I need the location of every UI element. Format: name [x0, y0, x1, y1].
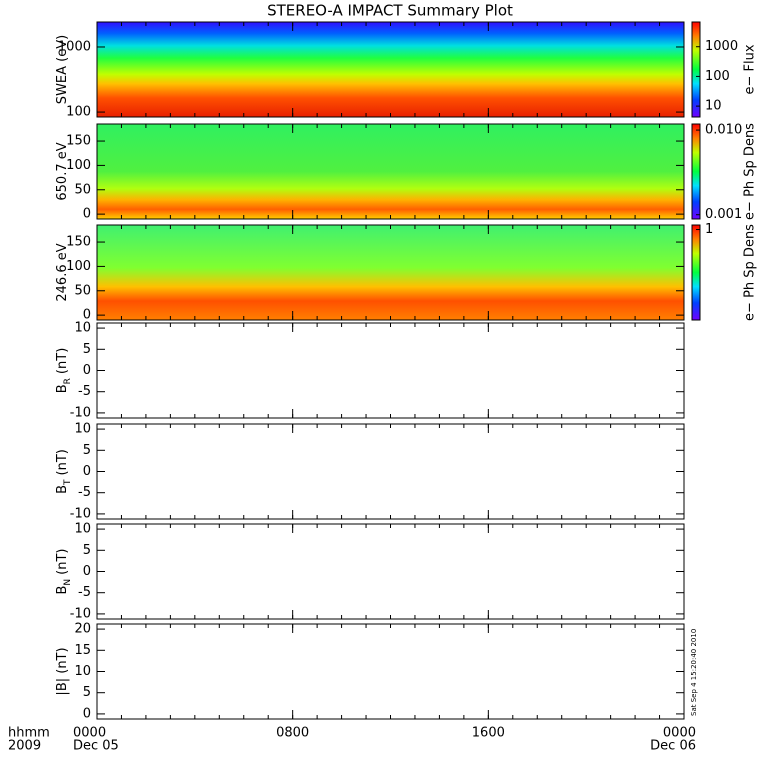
- y-tick-label: 100: [66, 158, 91, 173]
- y-tick-label: 1000: [58, 39, 91, 54]
- colorbar-tick-label: 0.010: [705, 123, 742, 138]
- y-tick-label: 5: [83, 685, 91, 700]
- colorbar: [691, 123, 701, 220]
- y-axis-label: BR (nT): [55, 348, 73, 394]
- panel-frame: [96, 523, 685, 620]
- x-tick-label: 1600: [472, 726, 505, 741]
- spectrogram: [97, 225, 684, 320]
- panel-frame: [96, 322, 685, 419]
- y-tick-label: 10: [74, 522, 91, 537]
- y-tick-label: 10: [74, 422, 91, 437]
- y-tick-label: 0: [83, 207, 91, 222]
- y-label-sub: R: [63, 378, 73, 384]
- y-axis-label: 650.7 eV: [55, 142, 70, 200]
- y-tick-label: 0: [83, 464, 91, 479]
- timestamp: Sat Sep 4 15:20:40 2010: [690, 629, 698, 716]
- colorbar-tick-label: 100: [705, 69, 730, 84]
- panel-frame: [96, 623, 685, 720]
- y-tick-label: 0: [83, 308, 91, 323]
- y-tick-label: 0: [83, 363, 91, 378]
- chart-title: STEREO-A IMPACT Summary Plot: [267, 2, 513, 20]
- y-label-text: B: [55, 384, 70, 393]
- y-axis-label: |B| (nT): [55, 647, 70, 695]
- x-tick-label: 0000: [73, 726, 106, 741]
- y-tick-label: 50: [74, 283, 91, 298]
- x-axis-year: 2009: [8, 739, 41, 754]
- x-tick-label: 0000: [663, 726, 696, 741]
- y-tick-label: -10: [70, 606, 91, 621]
- x-tick-label: 0800: [276, 726, 309, 741]
- panel-frame: [96, 423, 685, 520]
- y-tick-label: 10: [74, 321, 91, 336]
- colorbar-tick-label: 1: [705, 222, 713, 237]
- y-tick-label: 5: [83, 543, 91, 558]
- y-label-text: 650.7 eV: [55, 142, 70, 200]
- colorbar-tick-label: 1000: [705, 39, 738, 54]
- y-tick-label: 5: [83, 443, 91, 458]
- y-tick-label: 15: [74, 643, 91, 658]
- y-axis-label: BT (nT): [55, 449, 73, 494]
- y-axis-label: 246.6 eV: [55, 243, 70, 301]
- y-label-text: B: [55, 586, 70, 595]
- y-tick-label: -5: [78, 384, 91, 399]
- colorbar-label: e− Flux: [743, 44, 758, 94]
- colorbar-label: e− Ph Sp Dens: [743, 123, 758, 220]
- y-label-text: B: [55, 485, 70, 494]
- colorbar-tick-label: 10: [705, 99, 722, 114]
- colorbar-tick-label: 0.001: [705, 207, 742, 222]
- y-tick-label: 150: [66, 235, 91, 250]
- y-tick-label: 100: [66, 259, 91, 274]
- y-tick-label: 0: [83, 706, 91, 721]
- spectrogram: [97, 124, 684, 219]
- colorbar: [691, 21, 701, 118]
- y-label-text: SWEA (eV): [55, 35, 70, 104]
- y-label-text: |B| (nT): [55, 647, 70, 695]
- x-tick-date: Dec 05: [73, 739, 119, 754]
- spectrogram: [97, 22, 684, 117]
- y-label-text: 246.6 eV: [55, 243, 70, 301]
- y-tick-label: 150: [66, 134, 91, 149]
- y-label-sub: T: [63, 479, 73, 486]
- y-label-unit: (nT): [55, 348, 70, 374]
- y-tick-label: -5: [78, 585, 91, 600]
- y-tick-label: 5: [83, 342, 91, 357]
- y-label-unit: (nT): [55, 549, 70, 575]
- y-tick-label: -10: [70, 405, 91, 420]
- x-tick-date: Dec 06: [650, 739, 696, 754]
- y-label-sub: N: [63, 579, 73, 586]
- y-tick-label: -10: [70, 506, 91, 521]
- y-tick-label: 20: [74, 622, 91, 637]
- y-label-unit: (nT): [55, 449, 70, 475]
- x-axis-label: hhmm: [8, 726, 50, 741]
- y-axis-label: BN (nT): [55, 549, 73, 595]
- y-tick-label: 50: [74, 182, 91, 197]
- colorbar: [691, 224, 701, 321]
- y-tick-label: 0: [83, 564, 91, 579]
- y-tick-label: 100: [66, 105, 91, 120]
- y-axis-label: SWEA (eV): [55, 35, 70, 104]
- y-tick-label: -5: [78, 485, 91, 500]
- y-tick-label: 10: [74, 664, 91, 679]
- colorbar-label: e− Ph Sp Dens: [743, 224, 758, 321]
